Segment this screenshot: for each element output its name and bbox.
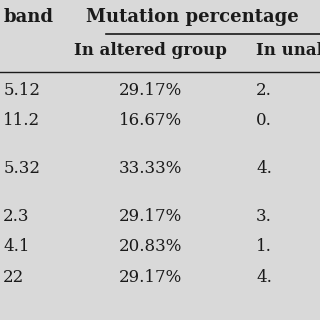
Text: 16.67%: 16.67% bbox=[119, 112, 182, 129]
Text: 5.32: 5.32 bbox=[3, 160, 40, 177]
Text: 29.17%: 29.17% bbox=[119, 82, 182, 99]
Text: 29.17%: 29.17% bbox=[119, 208, 182, 225]
Text: 20.83%: 20.83% bbox=[119, 238, 182, 255]
Text: 4.1: 4.1 bbox=[3, 238, 30, 255]
Text: 2.3: 2.3 bbox=[3, 208, 30, 225]
Text: 0.: 0. bbox=[256, 112, 272, 129]
Text: In altered group: In altered group bbox=[74, 42, 227, 59]
Text: 1.: 1. bbox=[256, 238, 272, 255]
Text: 33.33%: 33.33% bbox=[119, 160, 182, 177]
Text: In unalt-: In unalt- bbox=[256, 42, 320, 59]
Text: 4.: 4. bbox=[256, 269, 272, 286]
Text: 4.: 4. bbox=[256, 160, 272, 177]
Text: 22: 22 bbox=[3, 269, 24, 286]
Text: 3.: 3. bbox=[256, 208, 272, 225]
Text: band: band bbox=[3, 8, 53, 26]
Text: 2.: 2. bbox=[256, 82, 272, 99]
Text: 11.2: 11.2 bbox=[3, 112, 40, 129]
Text: Mutation percentage: Mutation percentage bbox=[86, 8, 298, 26]
Text: 29.17%: 29.17% bbox=[119, 269, 182, 286]
Text: 5.12: 5.12 bbox=[3, 82, 40, 99]
